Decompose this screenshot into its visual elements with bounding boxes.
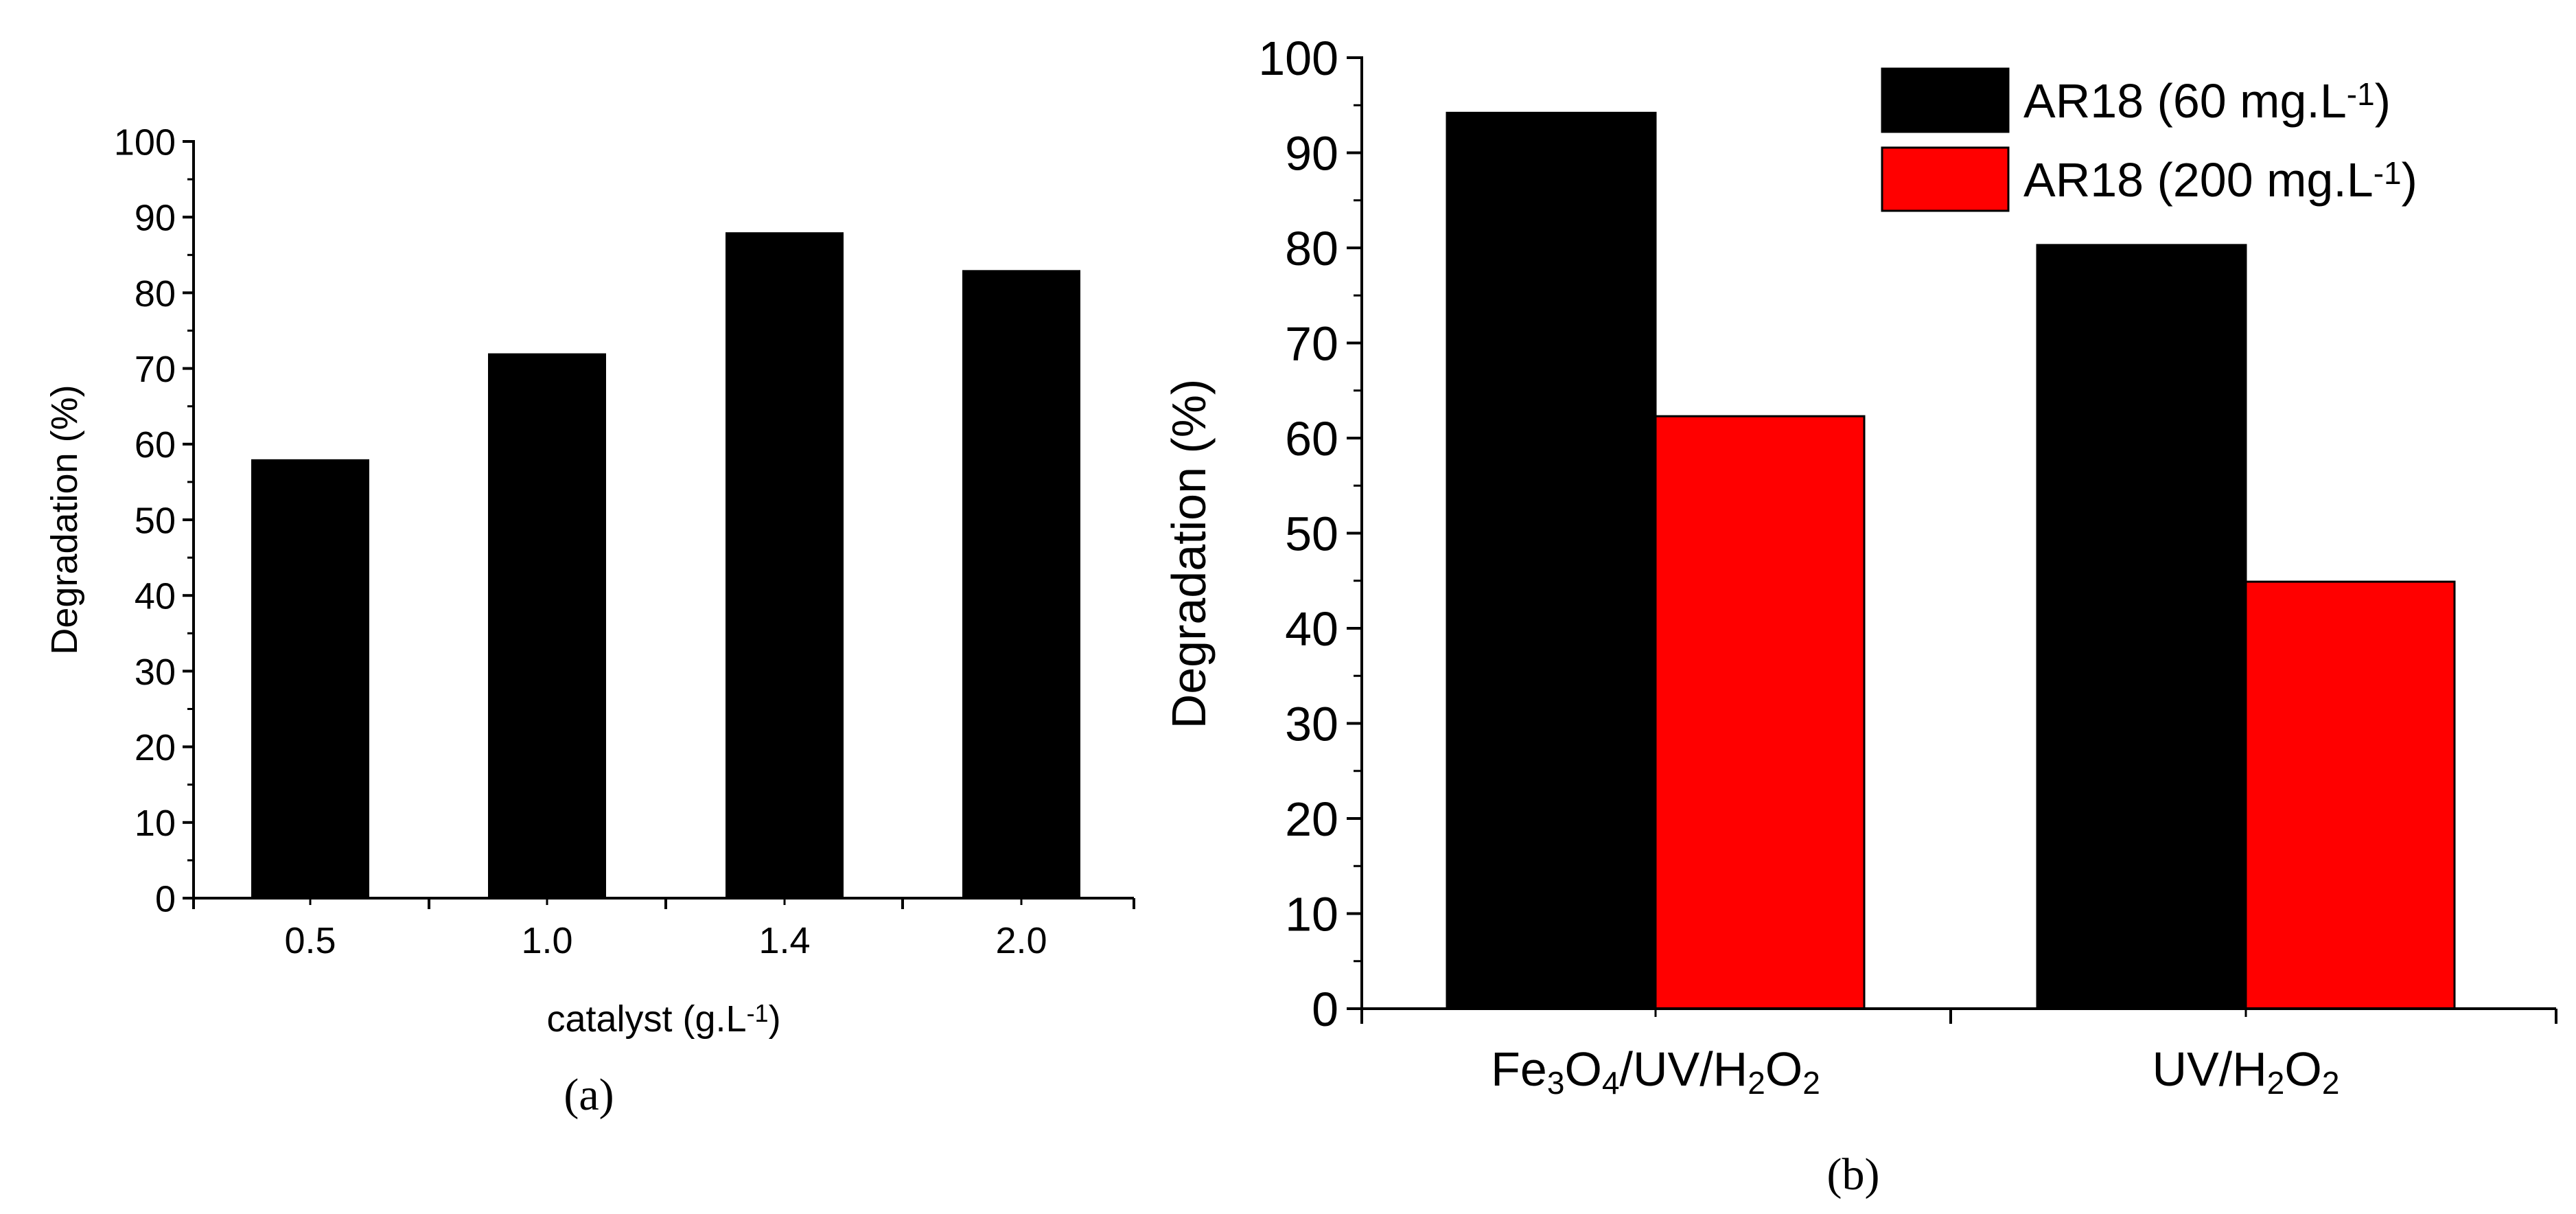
x-tick-label-b-part: UV/H xyxy=(2153,1042,2267,1096)
y-tick-label-b: 90 xyxy=(1285,127,1338,181)
x-tick-label-a: 2.0 xyxy=(995,920,1047,961)
x-tick-label-b-part: 2 xyxy=(1748,1065,1765,1101)
bar-b-series0-cat0 xyxy=(1446,111,1657,1010)
legend-label-b-main: AR18 (200 mg.L xyxy=(2023,153,2374,207)
y-axis-title-a: Degradation (%) xyxy=(44,385,85,654)
y-axis-title-b: Degradation (%) xyxy=(1162,379,1216,729)
y-tick-label-b: 40 xyxy=(1285,602,1338,656)
x-tick-label-b: Fe3O4/UV/H2O2 xyxy=(1491,1042,1820,1101)
bar-b-series1-cat0 xyxy=(1654,415,1866,1010)
y-tick-label-a: 20 xyxy=(135,727,176,768)
bar-a-1-4 xyxy=(726,232,844,898)
x-tick-label-a: 1.0 xyxy=(521,920,572,961)
legend-swatch-b-0 xyxy=(1881,67,2010,133)
bar-a-0-5 xyxy=(251,459,369,898)
x-tick-label-b-part: O xyxy=(1564,1042,1601,1096)
y-tick-label-b: 30 xyxy=(1285,698,1338,751)
y-tick-label-b: 10 xyxy=(1285,888,1338,941)
y-tick-label-a: 80 xyxy=(135,273,176,314)
x-tick-label-b-part: 2 xyxy=(2267,1065,2285,1101)
x-tick-label-b: UV/H2O2 xyxy=(2153,1042,2340,1101)
bar-b-series0-cat1 xyxy=(2036,244,2247,1010)
x-tick-label-b-part: O xyxy=(1765,1042,1802,1096)
legend-label-b-0: AR18 (60 mg.L-1) xyxy=(2023,74,2391,128)
y-tick-label-b: 0 xyxy=(1312,983,1338,1036)
bar-a-1-0 xyxy=(488,353,606,898)
y-tick-label-a: 100 xyxy=(114,122,176,163)
x-axis-title-a-close: ) xyxy=(769,998,781,1040)
chart-a: 0 10 20 30 40 50 60 70 80 90 100 0.5 1.0 1.4 2.0 cataly… xyxy=(44,122,1135,1120)
x-tick-label-b-part: 2 xyxy=(1802,1065,1820,1101)
legend-label-b-sup: -1 xyxy=(2347,76,2375,112)
y-tick-label-a: 90 xyxy=(135,198,176,239)
legend-label-b-close: ) xyxy=(2375,74,2391,128)
y-tick-label-a: 0 xyxy=(155,878,176,919)
x-tick-label-b-part: Fe xyxy=(1491,1042,1547,1096)
x-axis-title-a-sup: -1 xyxy=(747,999,769,1027)
y-tick-label-b: 60 xyxy=(1285,412,1338,466)
x-tick-label-b-part: 4 xyxy=(1602,1065,1620,1101)
y-tick-label-b: 20 xyxy=(1285,792,1338,846)
y-tick-label-b: 70 xyxy=(1285,317,1338,371)
bar-b-series1-cat1 xyxy=(2244,580,2456,1010)
legend-label-b-close: ) xyxy=(2402,153,2417,207)
y-tick-label-a: 70 xyxy=(135,349,176,390)
y-tick-label-a: 10 xyxy=(135,803,176,844)
legend-swatch-b-1 xyxy=(1881,146,2010,212)
bar-a-2-0 xyxy=(962,270,1080,899)
x-axis-title-a: catalyst (g.L-1) xyxy=(546,998,780,1040)
x-tick-label-b-part: 3 xyxy=(1547,1065,1565,1101)
legend-label-b-1: AR18 (200 mg.L-1) xyxy=(2023,153,2417,207)
x-tick-label-a: 0.5 xyxy=(284,920,336,961)
x-axis-title-a-main: catalyst (g.L xyxy=(546,998,746,1040)
legend-label-b-sup: -1 xyxy=(2374,155,2402,191)
y-tick-label-a: 50 xyxy=(135,500,176,541)
y-tick-label-b: 80 xyxy=(1285,222,1338,275)
y-tick-label-a: 30 xyxy=(135,652,176,693)
x-tick-label-b-part: O xyxy=(2284,1042,2321,1096)
y-tick-label-a: 40 xyxy=(135,576,176,617)
legend-label-b-main: AR18 (60 mg.L xyxy=(2023,74,2347,128)
y-tick-label-b: 50 xyxy=(1285,507,1338,561)
x-tick-label-b-part: 2 xyxy=(2322,1065,2340,1101)
y-tick-label-b: 100 xyxy=(1258,32,1338,85)
x-tick-label-b-part: /UV/H xyxy=(1620,1042,1748,1096)
y-tick-label-a: 60 xyxy=(135,424,176,466)
panel-label-b: (b) xyxy=(1827,1149,1880,1200)
panel-label-a: (a) xyxy=(564,1070,614,1120)
x-tick-label-a: 1.4 xyxy=(758,920,810,961)
